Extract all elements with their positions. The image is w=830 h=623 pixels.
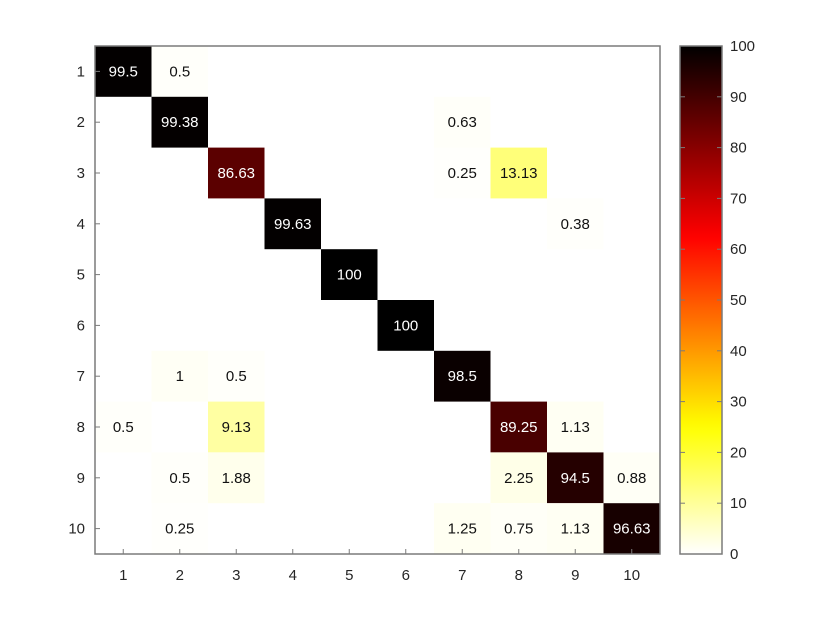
y-tick-label: 2 [77,114,85,131]
cell-value-label: 0.5 [226,368,247,385]
colorbar-gradient [679,45,723,555]
y-tick-label: 5 [77,267,85,284]
cell-value-label: 0.25 [165,521,194,538]
x-tick-label: 1 [119,567,127,584]
colorbar-tick-label: 30 [730,394,747,411]
colorbar-tick-label: 10 [730,495,747,512]
cell-value-label: 98.5 [448,368,477,385]
colorbar-tick-label: 60 [730,241,747,258]
colorbar-tick-label: 100 [730,38,755,55]
cell-value-label: 0.25 [448,165,477,182]
heatmap-cell [208,350,265,402]
heatmap-cell [490,452,547,504]
x-tick-label: 3 [232,567,240,584]
heatmap-cell [208,147,265,199]
plot-area-frame [94,45,661,555]
heatmap-cell [151,96,208,148]
heatmap-cell [547,401,604,453]
heatmap-cell [377,300,434,351]
x-tick-label: 2 [176,567,184,584]
heatmap-cells: 99.5 0.5 99.38 0.63 86.63 0.25 13.13 99.63 0.38 1… [95,46,660,554]
heatmap-cell [95,401,152,453]
heatmap-cell [434,350,491,402]
y-tick-label: 7 [77,368,85,385]
heatmap-cell [151,46,208,97]
heatmap-cell [151,350,208,402]
heatmap-cell [547,452,604,504]
x-tick-label: 4 [289,567,297,584]
colorbar-tick-label: 50 [730,292,747,309]
cell-value-label: 94.5 [561,470,590,487]
heatmap-cell [264,198,321,250]
cell-value-label: 0.5 [169,63,190,80]
cell-value-label: 13.13 [500,165,538,182]
cell-value-label: 100 [337,267,362,284]
heatmap-cell [321,249,378,300]
x-tick-label: 8 [515,567,523,584]
heatmap-cell [547,198,604,250]
heatmap-cell [95,46,152,97]
heatmap-cell [547,503,604,554]
cell-value-label: 0.63 [448,114,477,131]
colorbar-tick-label: 0 [730,546,738,563]
cell-value-label: 86.63 [217,165,255,182]
y-tick-label: 10 [68,521,85,538]
y-axis-ticks: 1 2 3 4 5 6 7 8 9 10 [68,63,100,538]
y-tick-label: 1 [77,63,85,80]
x-tick-label: 7 [458,567,466,584]
cell-value-label: 99.38 [161,114,199,131]
heatmap-cell [151,503,208,554]
cell-value-label: 0.5 [169,470,190,487]
cell-value-label: 0.75 [504,521,533,538]
cell-value-label: 2.25 [504,470,533,487]
heatmap-cell [490,503,547,554]
y-tick-label: 4 [77,216,85,233]
cell-value-label: 1 [176,368,184,385]
colorbar: 0 10 20 30 40 50 60 70 80 90 100 [679,38,755,563]
cell-value-label: 0.88 [617,470,646,487]
heatmap-cell [434,503,491,554]
colorbar-tick-label: 80 [730,140,747,157]
colorbar-tick-label: 90 [730,89,747,106]
cell-value-label: 0.38 [561,216,590,233]
cell-value-label: 1.25 [448,521,477,538]
x-tick-label: 6 [402,567,410,584]
cell-value-label: 89.25 [500,419,538,436]
heatmap-cell [208,452,265,504]
cell-value-label: 99.63 [274,216,312,233]
heatmap-cell [490,401,547,453]
heatmap-cell [434,96,491,148]
cell-value-label: 1.13 [561,419,590,436]
y-tick-label: 8 [77,419,85,436]
x-axis-ticks: 1 2 3 4 5 6 7 8 9 10 [119,549,640,584]
colorbar-tick-label: 70 [730,190,747,207]
heatmap-cell [151,452,208,504]
x-tick-label: 10 [623,567,640,584]
heatmap-cell [208,401,265,453]
cell-value-label: 100 [393,317,418,334]
x-tick-label: 9 [571,567,579,584]
colorbar-tick-label: 20 [730,444,747,461]
y-tick-label: 6 [77,317,85,334]
heatmap-cell [603,503,660,554]
cell-value-label: 99.5 [109,63,138,80]
y-tick-label: 3 [77,165,85,182]
cell-value-label: 0.5 [113,419,134,436]
cell-value-label: 9.13 [222,419,251,436]
cell-value-label: 1.88 [222,470,251,487]
heatmap-cell [603,452,660,504]
cell-value-label: 96.63 [613,521,651,538]
heatmap-cell [490,147,547,199]
cell-value-label: 1.13 [561,521,590,538]
colorbar-tick-label: 40 [730,343,747,360]
heatmap-cell [434,147,491,199]
y-tick-label: 9 [77,470,85,487]
x-tick-label: 5 [345,567,353,584]
